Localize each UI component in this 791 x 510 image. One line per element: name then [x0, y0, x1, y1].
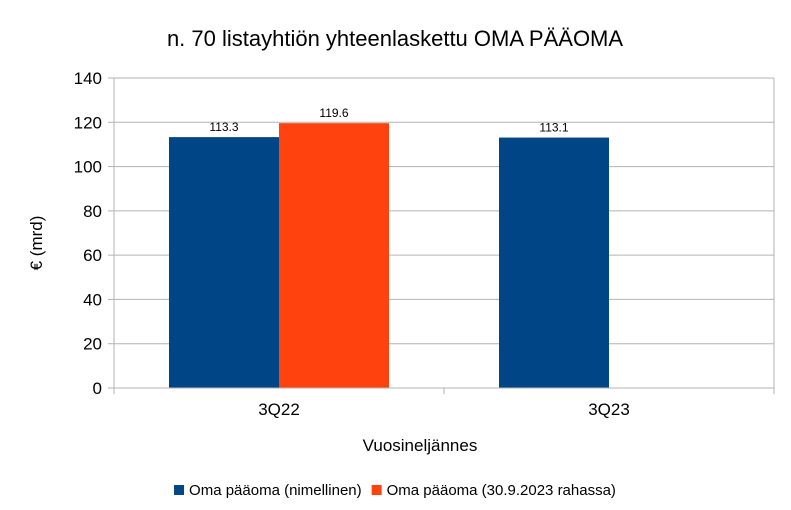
legend-swatch [371, 485, 382, 495]
y-tick-label: 20 [83, 335, 102, 354]
legend: Oma pääoma (nimellinen) Oma pääoma (30.9.… [174, 482, 616, 499]
axes [108, 77, 775, 394]
bar [499, 137, 609, 388]
y-tick-label: 80 [83, 202, 102, 221]
y-tick-labels: 0 20 40 60 80 100 120 140 [74, 69, 102, 398]
y-tick-label: 120 [74, 113, 102, 132]
bars [169, 123, 609, 389]
data-label: 119.6 [319, 106, 348, 120]
y-tick-label: 40 [83, 290, 102, 309]
legend-swatch [174, 485, 185, 495]
data-label: 113.1 [539, 121, 568, 135]
y-tick-label: 100 [74, 158, 102, 177]
x-tick-label: 3Q23 [588, 400, 630, 419]
bar [169, 137, 279, 388]
legend-label: Oma pääoma (30.9.2023 rahassa) [387, 482, 616, 499]
y-tick-label: 60 [83, 246, 102, 265]
bar [279, 123, 389, 389]
x-axis-label: Vuosineljännes [363, 436, 478, 455]
chart-title: n. 70 listayhtiön yhteenlaskettu OMA PÄÄ… [167, 26, 623, 51]
data-label: 113.3 [209, 120, 238, 134]
y-axis-label: € (mrd) [27, 216, 46, 271]
x-tick-label: 3Q22 [258, 400, 300, 419]
y-tick-label: 140 [74, 69, 102, 88]
data-labels: 113.3 119.6 113.1 [209, 106, 568, 134]
y-tick-label: 0 [93, 379, 102, 398]
x-tick-labels: 3Q22 3Q23 [258, 400, 630, 419]
legend-label: Oma pääoma (nimellinen) [189, 482, 362, 499]
